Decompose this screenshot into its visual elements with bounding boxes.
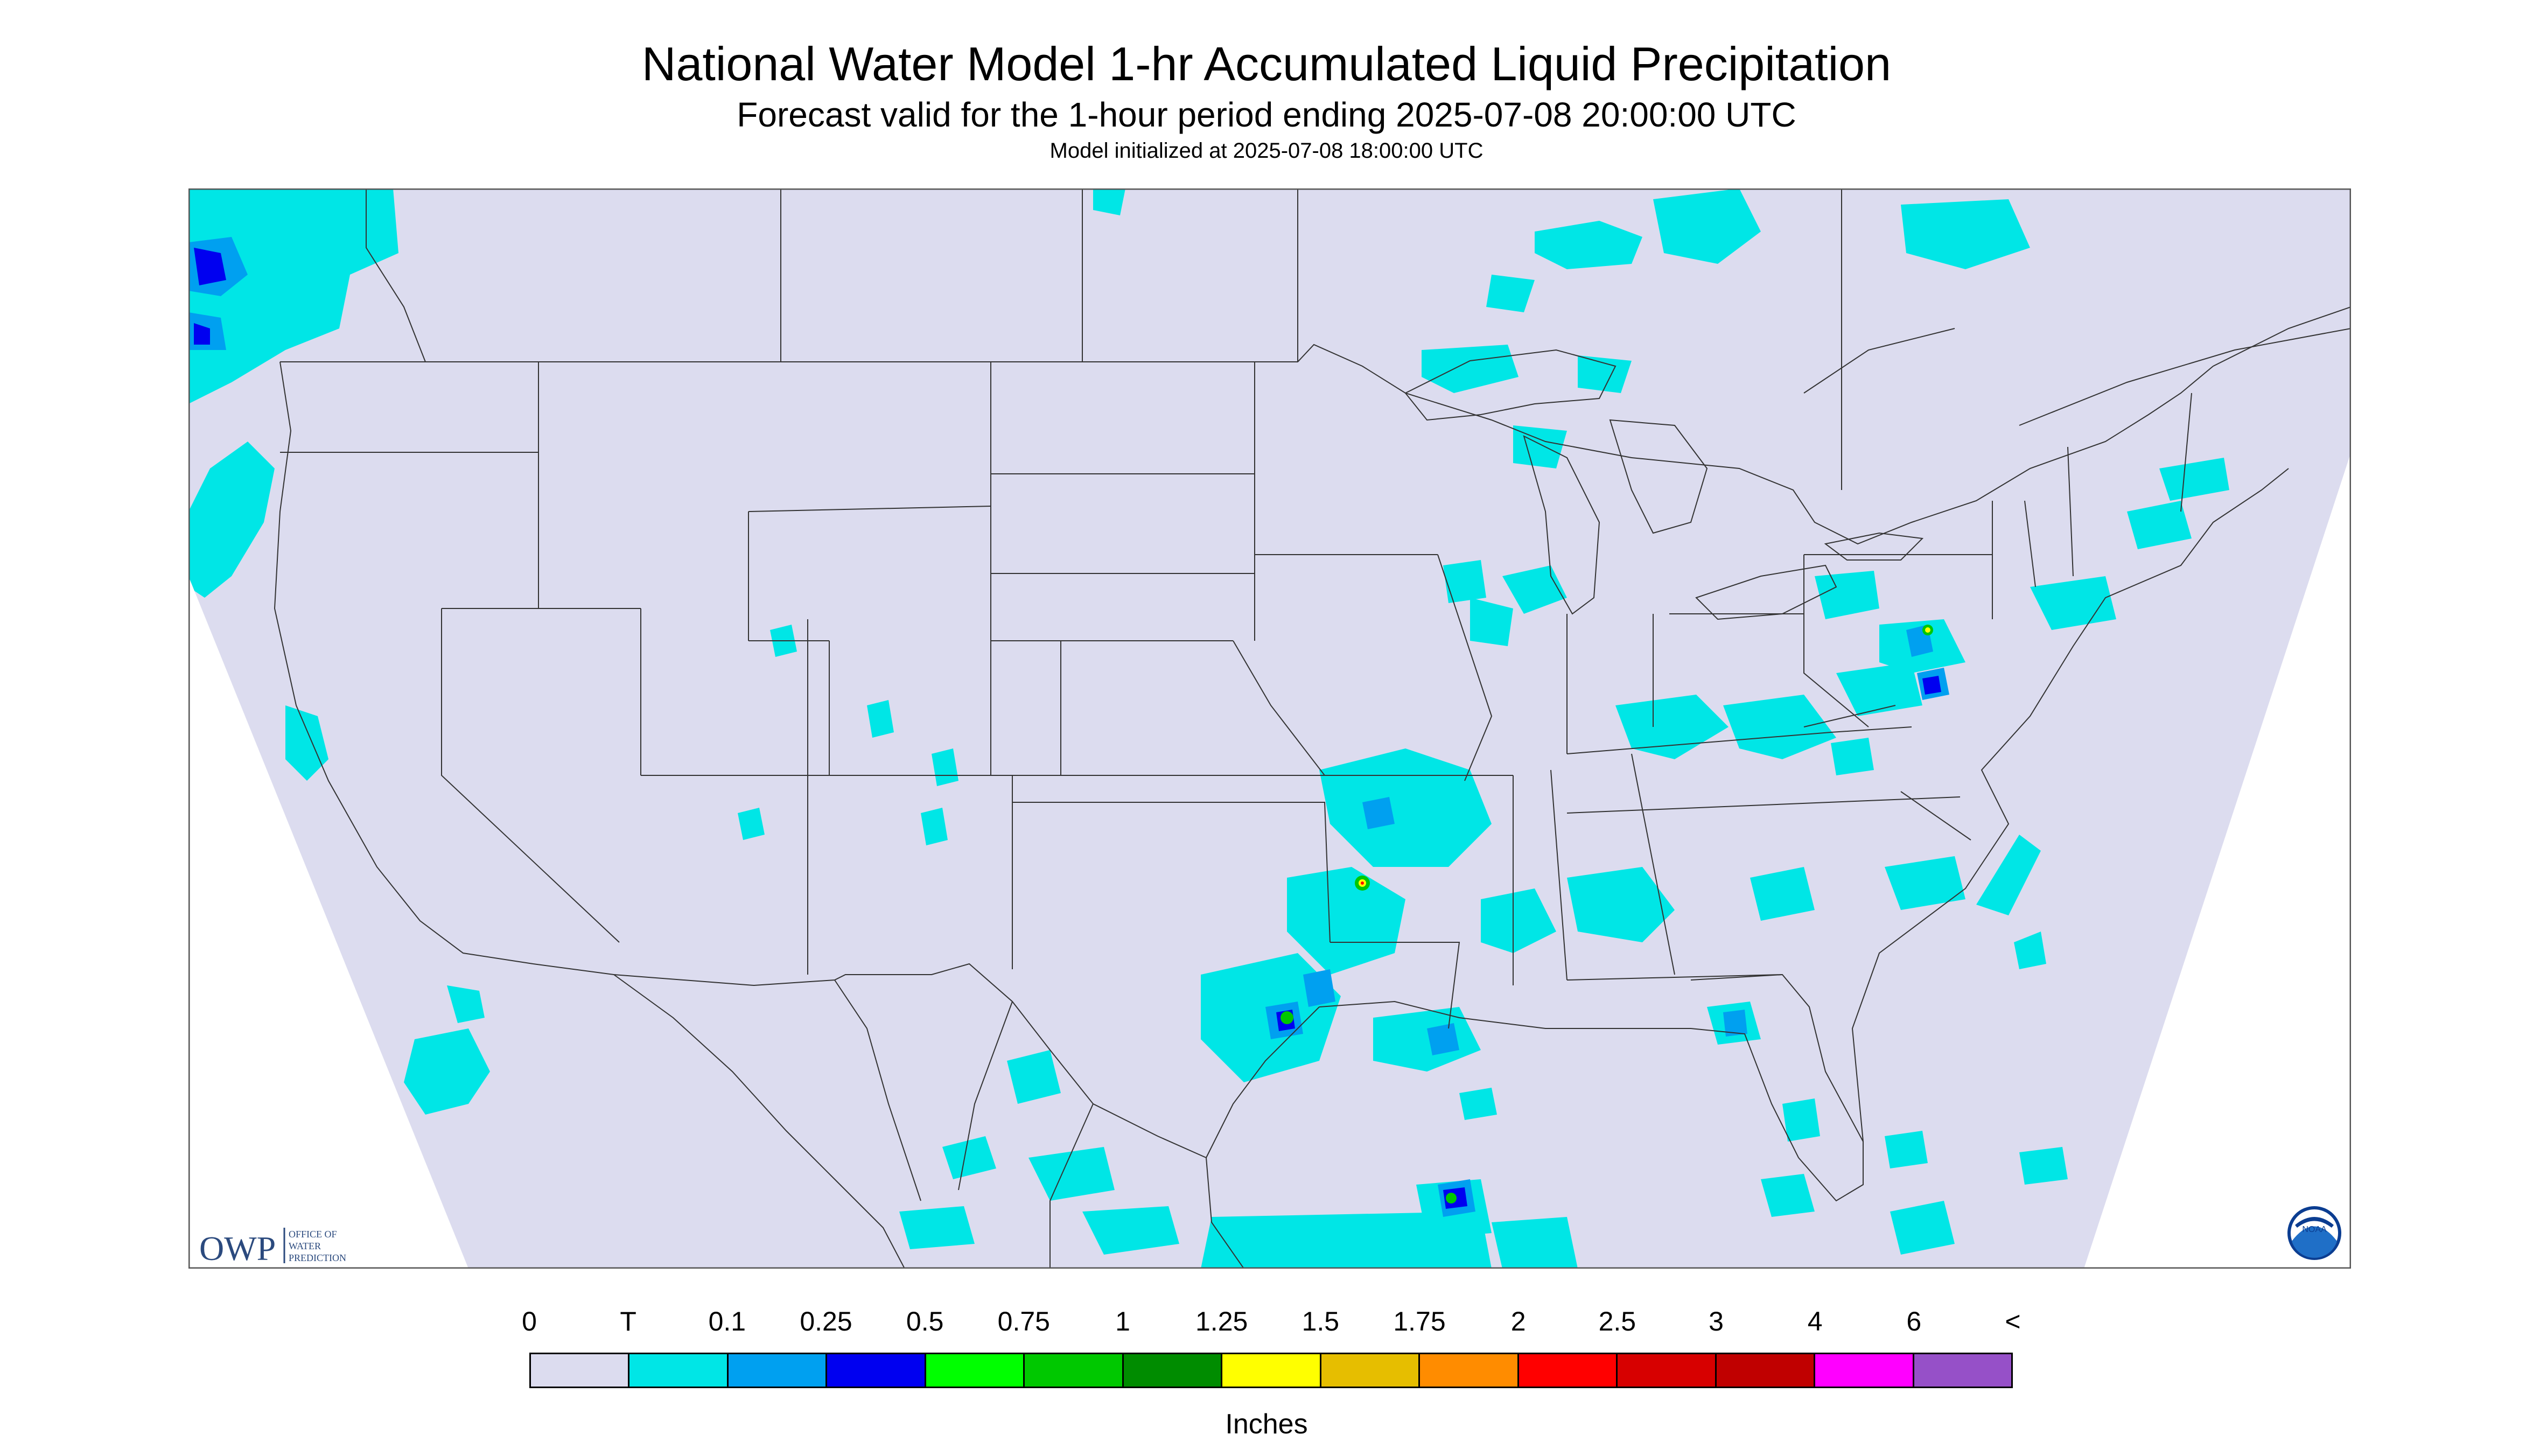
legend-swatch [1123,1354,1223,1387]
owp-logo-mark: OWP [199,1229,276,1268]
precip-extreme-areas [1361,881,1364,885]
legend-tick-label: 0.75 [997,1306,1050,1336]
legend-tick-label: < [2005,1306,2021,1336]
legend-tick-labels: 0 T 0.1 0.25 0.5 0.75 1 1.25 1.5 1.75 2 2.5 3 4 6 < [0,1306,2533,1338]
legend-tick-label: 0.1 [708,1306,746,1336]
legend-tick-label: 1.75 [1393,1306,1446,1336]
owp-logo-line-1: OFFICE OF [289,1229,337,1240]
page-title: National Water Model 1-hr Accumulated Li… [641,37,1892,90]
legend-tick-label: 0.5 [906,1306,944,1336]
legend-tick-label: 2.5 [1598,1306,1636,1336]
legend-tick-label: 1 [1115,1306,1130,1336]
legend-swatch [926,1354,1025,1387]
legend-tick-label: 6 [1906,1306,1922,1336]
legend-colorbar [529,1353,2013,1388]
model-init-line: Model initialized at 2025-07-08 18:00:00… [1049,139,1484,163]
great-lakes [1404,349,1924,620]
legend-swatch [728,1354,828,1387]
precipitation-map[interactable]: OWP OFFICE OF WATER PREDICTION NOAA [188,188,2351,1269]
legend-units-label: Inches [1225,1409,1308,1440]
legend-swatch [1025,1354,1124,1387]
legend-swatch [827,1354,926,1387]
owp-logo: OWP OFFICE OF WATER PREDICTION [199,1228,346,1268]
legend-swatch [1716,1354,1816,1387]
noaa-logo: NOAA [2287,1206,2341,1260]
political-boundaries [274,188,2351,1269]
legend-tick-label: 4 [1807,1306,1823,1336]
legend-swatch [1222,1354,1321,1387]
owp-logo-line-3: PREDICTION [289,1252,346,1263]
legend-tick-label: 0 [522,1306,537,1336]
noaa-logo-mark: NOAA [2302,1225,2327,1234]
model-domain [188,188,2351,1269]
legend-tick-label: 1.25 [1195,1306,1248,1336]
legend-tick-label: 2 [1510,1306,1526,1336]
map-frame [188,188,2351,1269]
legend-tick-label: 3 [1709,1306,1724,1336]
forecast-valid-subtitle: Forecast valid for the 1-hour period end… [737,95,1796,134]
legend-swatch [629,1354,729,1387]
legend-tick-label: T [620,1306,636,1336]
legend-swatch [1815,1354,1914,1387]
precip-trace-areas [188,188,2229,1269]
legend-swatch [1321,1354,1421,1387]
owp-logo-line-2: WATER [289,1241,321,1251]
legend-swatch [1519,1354,1618,1387]
legend-swatch [1420,1354,1519,1387]
legend-swatch [1914,1354,2012,1387]
legend-tick-label: 1.5 [1302,1306,1340,1336]
legend-swatch [1618,1354,1717,1387]
legend-tick-label: 0.25 [800,1306,852,1336]
legend-swatch [531,1354,630,1387]
